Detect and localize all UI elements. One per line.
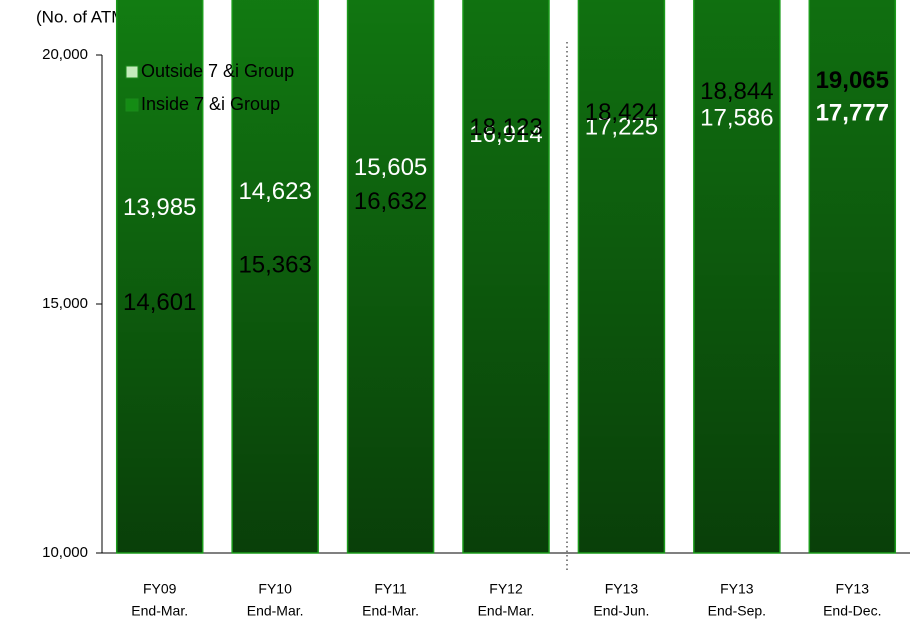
y-axis-title: (No. of ATMs) [36, 7, 140, 26]
y-tick-label: 15,000 [42, 295, 88, 312]
x-tick-label: End-Sep. [708, 603, 766, 619]
legend-label: Outside 7 &i Group [141, 61, 294, 81]
value-label: 17,225 [585, 113, 658, 140]
total-label: 19,065 [816, 67, 889, 94]
x-tick-label: End-Dec. [823, 603, 881, 619]
y-tick-label: 10,000 [42, 544, 88, 561]
value-label: 13,985 [123, 194, 196, 221]
bar-shade [808, 0, 897, 554]
x-tick-label: FY13 [720, 581, 754, 597]
value-label: 17,777 [816, 100, 889, 127]
legend-label: Inside 7 &i Group [141, 94, 280, 114]
value-label: 16,914 [469, 121, 542, 148]
x-tick-label: End-Mar. [478, 603, 535, 619]
value-label: 15,605 [354, 154, 427, 181]
legend-swatch [125, 65, 139, 79]
bar-shade [577, 0, 666, 554]
x-tick-label: FY11 [374, 581, 407, 597]
x-tick-label: FY09 [143, 581, 177, 597]
y-tick-label: 20,000 [42, 46, 88, 63]
bar-shade [462, 0, 550, 554]
bar-shade [346, 0, 435, 554]
x-tick-label: FY13 [605, 581, 639, 597]
total-label: 18,844 [700, 78, 773, 105]
x-tick-label: End-Jun. [593, 603, 649, 619]
legend-swatch [125, 98, 139, 112]
x-tick-label: End-Mar. [131, 603, 188, 619]
x-tick-label: End-Mar. [362, 603, 419, 619]
total-label: 14,601 [123, 289, 196, 316]
bar-shade [231, 0, 319, 554]
x-tick-label: FY13 [836, 581, 870, 597]
x-tick-label: FY12 [489, 581, 523, 597]
total-label: 18,424 [585, 99, 658, 126]
x-tick-label: FY10 [258, 581, 292, 597]
total-label: 15,363 [238, 251, 311, 278]
bar-shade [115, 0, 204, 554]
x-tick-label: End-Mar. [247, 603, 304, 619]
value-label: 17,586 [700, 104, 773, 131]
value-label: 14,623 [238, 178, 311, 205]
total-label: 18,123 [469, 114, 542, 141]
bar-shade [693, 0, 781, 554]
total-label: 16,632 [354, 188, 427, 215]
